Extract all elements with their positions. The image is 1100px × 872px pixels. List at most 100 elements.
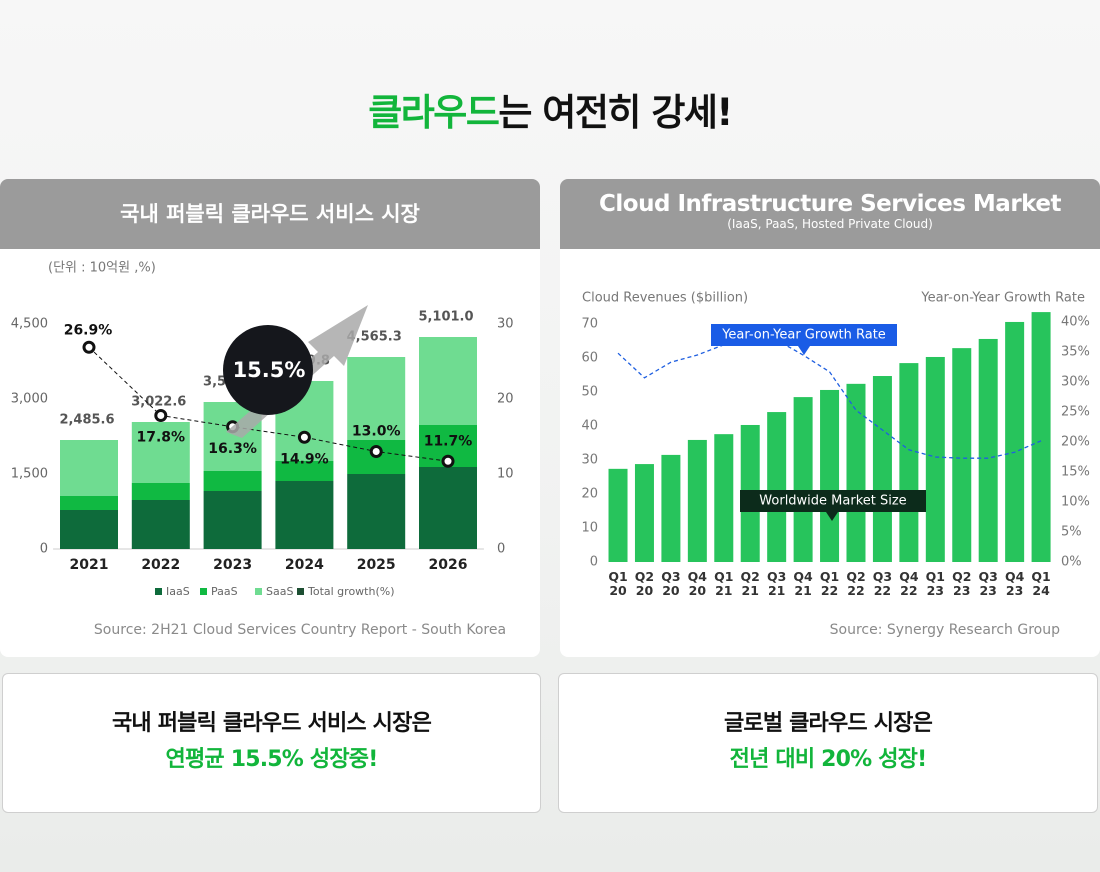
x-tick-label: Q2 20 [634, 569, 655, 598]
x-tick-label: Q3 23 [978, 569, 998, 598]
x-tick-label: Q1 20 [608, 569, 628, 598]
bar [60, 510, 118, 549]
y2-tick-label: 15% [1061, 465, 1090, 480]
card: 글로벌 클라우드 시장은 전년 대비 20% 성장! [558, 673, 1098, 813]
legend-swatch [155, 588, 162, 595]
legend-label: PaaS [211, 585, 238, 598]
bar [275, 481, 334, 549]
y-tick-label: 4,500 [11, 317, 48, 332]
y2-tick-label: 30 [497, 317, 514, 332]
total-label: 3,022.6 [131, 395, 186, 410]
panel-title: Cloud Infrastructure Services Market [599, 191, 1061, 217]
card-highlight: 연평균 15.5% 성장중! [165, 747, 379, 772]
bar [347, 357, 406, 440]
y2-tick-label: 40% [1061, 315, 1090, 330]
y-tick-label: 30 [581, 453, 598, 468]
legend-swatch [200, 588, 207, 595]
y-tick-label: 70 [581, 317, 598, 332]
title-highlight: 클라우드 [368, 91, 500, 134]
bar [419, 337, 477, 425]
y2-tick-label: 35% [1061, 345, 1090, 360]
badge [223, 325, 313, 415]
y2-tick-label: 10 [497, 467, 514, 482]
legend-swatch [297, 588, 304, 595]
total-label: 4,565.3 [347, 330, 402, 345]
panel-header: Cloud Infrastructure Services Market (Ia… [560, 179, 1100, 249]
growth-point [154, 409, 168, 422]
callout-label: Worldwide Market Size [759, 494, 906, 509]
callout-box [740, 490, 926, 512]
y2-tick-label: 20 [497, 392, 514, 407]
x-tick-label: 2023 [213, 557, 252, 573]
bar [608, 468, 628, 562]
y-tick-label: 50 [581, 385, 598, 400]
card-line: 글로벌 클라우드 시장은 [723, 711, 933, 736]
growth-label: 11.7% [424, 433, 473, 449]
x-tick-label: Q4 20 [687, 569, 707, 598]
source: Source: 2H21 Cloud Services Country Repo… [93, 622, 507, 638]
growth-point [297, 430, 311, 444]
bar [203, 491, 262, 549]
bar [687, 439, 707, 562]
growth-label: 14.9% [280, 451, 329, 467]
x-tick-label: Q2 21 [740, 569, 760, 598]
x-tick-label: Q1 23 [925, 569, 945, 598]
y2-tick-label: 25% [1061, 405, 1090, 420]
x-tick-label: 2022 [141, 557, 180, 573]
bar [793, 397, 813, 562]
x-tick-label: Q2 23 [952, 569, 972, 598]
bar [846, 383, 866, 562]
legend-label: SaaS [266, 585, 293, 598]
y2-tick-label: 0% [1061, 555, 1082, 570]
bar [131, 483, 190, 500]
bar [714, 434, 734, 562]
growth-label: 26.9% [64, 322, 113, 338]
y2-tick-label: 5% [1061, 525, 1082, 540]
x-tick-label: Q4 22 [899, 569, 919, 598]
title-rest: 는 여전히 강세! [498, 91, 733, 134]
x-tick-label: Q1 21 [714, 569, 734, 598]
y2-tick-label: 10% [1061, 495, 1090, 510]
legend-swatch [255, 588, 262, 595]
x-tick-label: 2021 [70, 557, 109, 573]
growth-line [617, 337, 1042, 459]
card-highlight: 전년 대비 20% 성장! [729, 747, 928, 772]
source: Source: Synergy Research Group [829, 622, 1060, 638]
bar [952, 348, 972, 562]
page-title: 클라우드는 여전히 강세! [0, 82, 1100, 136]
y-tick-label: 1,500 [11, 467, 48, 482]
bar [1005, 321, 1025, 562]
x-tick-label: Q3 21 [766, 569, 787, 598]
y-tick-label: 40 [581, 419, 598, 434]
growth-point [441, 454, 455, 468]
bar [899, 363, 919, 562]
x-tick-label: Q4 21 [793, 569, 813, 598]
bar [925, 356, 945, 562]
bar [203, 471, 262, 491]
bar [60, 440, 118, 496]
y-tick-label: 0 [590, 555, 598, 570]
x-tick-label: 2024 [285, 557, 324, 573]
y-tick-label: 3,000 [11, 392, 48, 407]
card-line: 국내 퍼블릭 클라우드 서비스 시장은 [111, 711, 432, 736]
x-tick-label: Q1 22 [819, 569, 840, 598]
growth-label: 13.0% [352, 424, 401, 440]
y-tick-label: 20 [581, 487, 598, 502]
y-tick-label: 0 [40, 542, 48, 557]
bar [60, 496, 118, 510]
bar [419, 467, 477, 549]
callout-label: Year-on-Year Growth Rate [721, 328, 886, 343]
bar [872, 376, 892, 562]
bar [275, 461, 334, 481]
growth-label: 16.3% [208, 441, 257, 457]
unit-note: (단위 : 10억원 ,%) [48, 261, 156, 276]
bar [131, 422, 190, 483]
legend-label: IaaS [166, 585, 190, 598]
bar [634, 464, 654, 562]
total-label: 2,485.6 [59, 413, 114, 428]
panel-subtitle: (IaaS, PaaS, Hosted Private Cloud) [727, 217, 933, 231]
y-tick-label: 60 [581, 351, 598, 366]
panel-title: 국내 퍼블릭 클라우드 서비스 시장 [0, 179, 540, 249]
